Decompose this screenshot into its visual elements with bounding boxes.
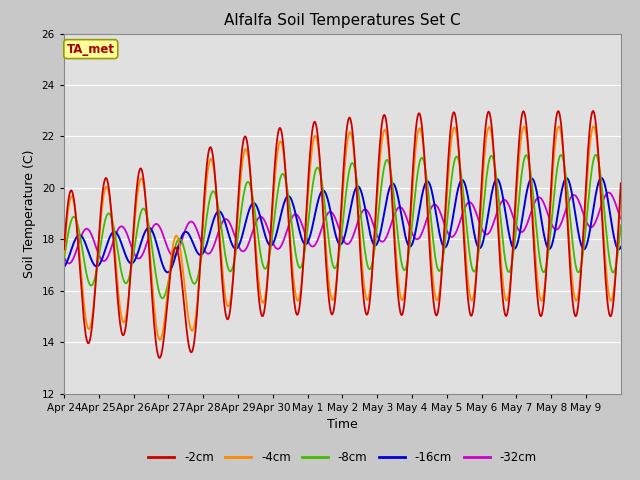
Y-axis label: Soil Temperature (C): Soil Temperature (C): [23, 149, 36, 278]
X-axis label: Time: Time: [327, 418, 358, 431]
Legend: -2cm, -4cm, -8cm, -16cm, -32cm: -2cm, -4cm, -8cm, -16cm, -32cm: [144, 446, 541, 469]
Title: Alfalfa Soil Temperatures Set C: Alfalfa Soil Temperatures Set C: [224, 13, 461, 28]
Text: TA_met: TA_met: [67, 43, 115, 56]
